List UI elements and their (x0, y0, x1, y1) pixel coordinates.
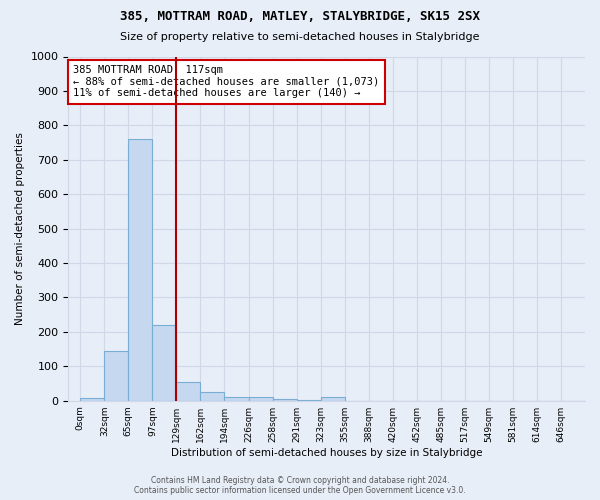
Bar (248, 398, 272, 400)
Bar (152, 325, 176, 400)
Text: Contains HM Land Registry data © Crown copyright and database right 2024.
Contai: Contains HM Land Registry data © Crown c… (134, 476, 466, 495)
Bar (224, 396, 248, 400)
Text: Size of property relative to semi-detached houses in Stalybridge: Size of property relative to semi-detach… (120, 32, 480, 42)
Bar (104, 351, 128, 401)
X-axis label: Distribution of semi-detached houses by size in Stalybridge: Distribution of semi-detached houses by … (171, 448, 482, 458)
Y-axis label: Number of semi-detached properties: Number of semi-detached properties (15, 132, 25, 325)
Bar (128, 139, 152, 400)
Bar (200, 392, 224, 400)
Bar (272, 399, 296, 400)
Text: 385 MOTTRAM ROAD: 117sqm
← 88% of semi-detached houses are smaller (1,073)
11% o: 385 MOTTRAM ROAD: 117sqm ← 88% of semi-d… (73, 65, 380, 98)
Bar (80, 398, 104, 400)
Text: 385, MOTTRAM ROAD, MATLEY, STALYBRIDGE, SK15 2SX: 385, MOTTRAM ROAD, MATLEY, STALYBRIDGE, … (120, 10, 480, 23)
Bar (176, 382, 200, 400)
Bar (320, 398, 344, 400)
